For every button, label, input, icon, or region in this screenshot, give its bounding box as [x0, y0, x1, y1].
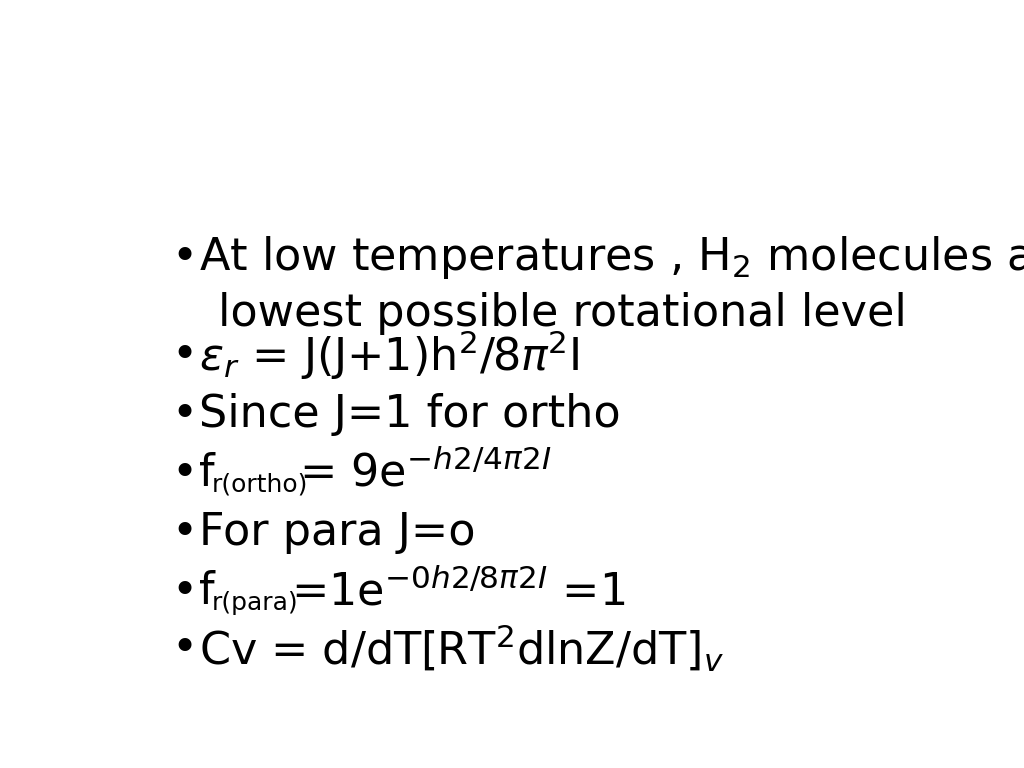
Text: f: f — [200, 571, 215, 614]
Text: f: f — [200, 452, 215, 495]
Text: •: • — [172, 393, 198, 436]
Text: r(para): r(para) — [212, 591, 299, 614]
Text: •: • — [172, 511, 198, 554]
Text: r(ortho): r(ortho) — [212, 472, 308, 496]
Text: •: • — [172, 571, 198, 614]
Text: =1e$^{-0h2/8\pi 2I}$ =1: =1e$^{-0h2/8\pi 2I}$ =1 — [291, 570, 625, 614]
Text: = 9e$^{-h2/4\pi 2I}$: = 9e$^{-h2/4\pi 2I}$ — [299, 452, 551, 496]
Text: Since J=1 for ortho: Since J=1 for ortho — [200, 393, 621, 436]
Text: •: • — [172, 334, 198, 377]
Text: •: • — [172, 237, 198, 280]
Text: At low temperatures , H$_2$ molecules are in: At low temperatures , H$_2$ molecules ar… — [200, 234, 1024, 281]
Text: For para J=o: For para J=o — [200, 511, 476, 554]
Text: •: • — [172, 452, 198, 495]
Text: lowest possible rotational level: lowest possible rotational level — [218, 293, 907, 336]
Text: $\epsilon$$_r$ = J(J+1)h$^2$/8$\pi$$^2$I: $\epsilon$$_r$ = J(J+1)h$^2$/8$\pi$$^2$I — [200, 329, 580, 382]
Text: Cv = d/dT[RT$^2$dlnZ/dT]$_v$: Cv = d/dT[RT$^2$dlnZ/dT]$_v$ — [200, 622, 725, 674]
Text: •: • — [172, 627, 198, 670]
